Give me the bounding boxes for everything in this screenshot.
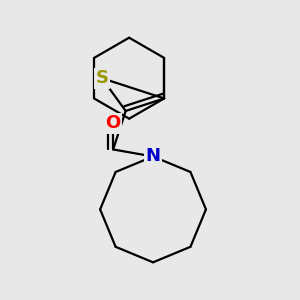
Text: O: O (106, 114, 121, 132)
Text: S: S (95, 69, 108, 87)
Text: N: N (146, 148, 160, 166)
